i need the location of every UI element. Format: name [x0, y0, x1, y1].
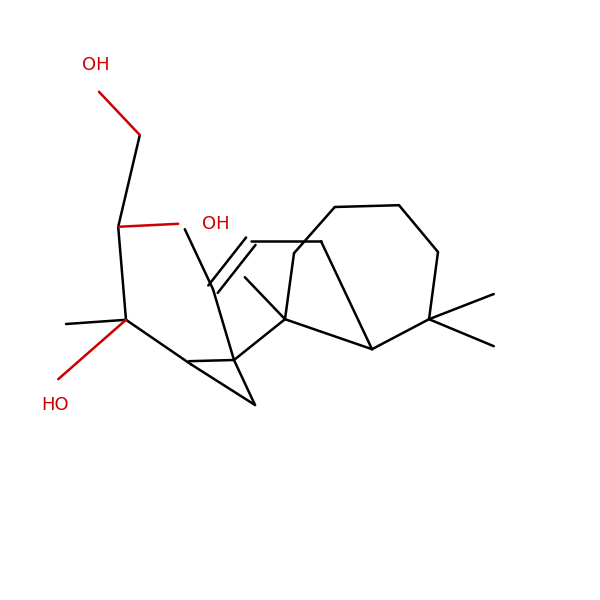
Text: HO: HO — [41, 396, 69, 414]
Text: OH: OH — [82, 56, 110, 74]
Text: OH: OH — [202, 215, 230, 233]
